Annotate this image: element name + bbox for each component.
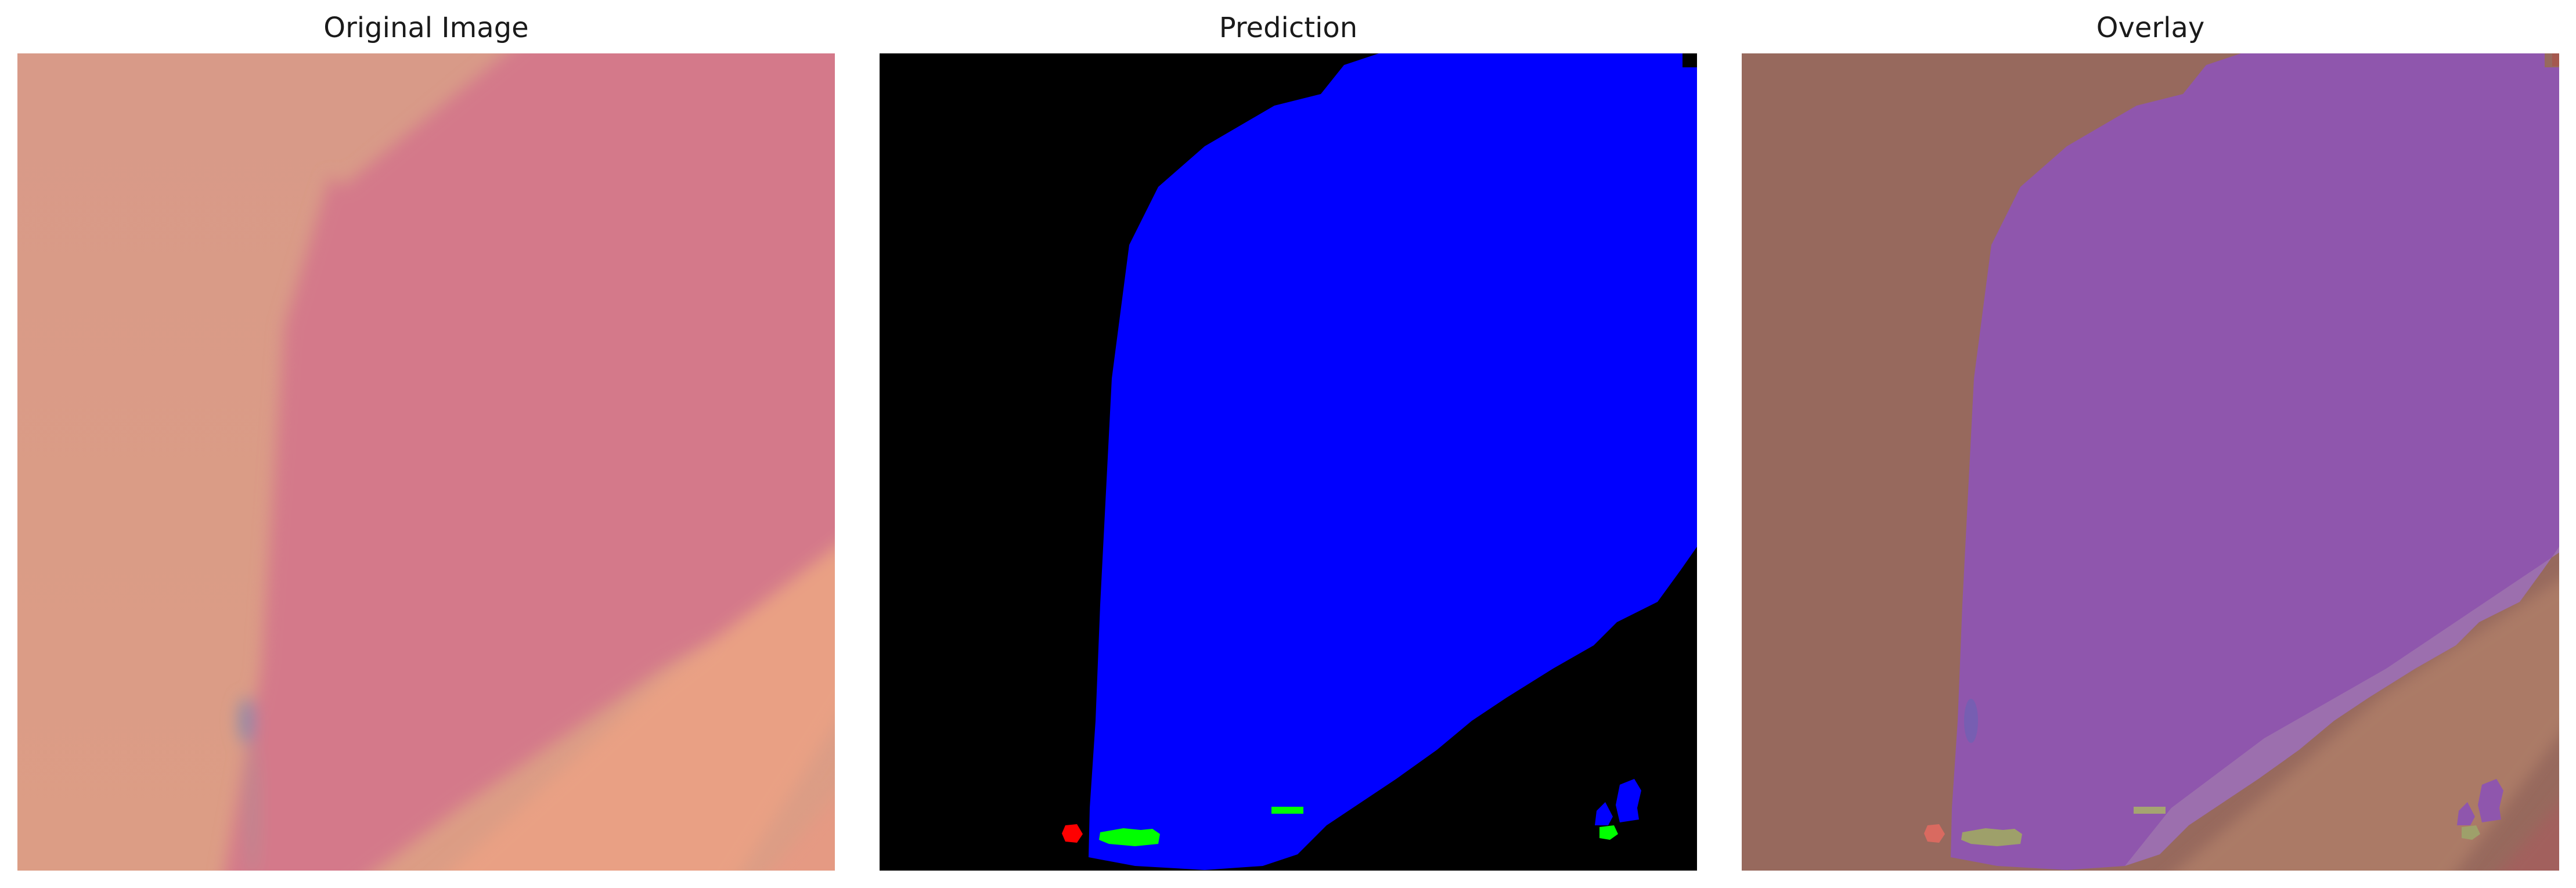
original-image [17,53,835,871]
original-image-panel: Original Image [17,0,835,888]
flake-region [225,53,835,871]
overlay-green-dot [2462,825,2480,840]
overlay-small-blob-right [2478,779,2503,822]
overlay-image [1742,53,2559,871]
edge-shadow [247,738,258,871]
stripe-region [451,548,835,871]
overlay-title: Overlay [2096,12,2205,44]
overlay-green-stub [2134,807,2166,814]
mask-blue-region [1089,53,1697,870]
mask-green-segment [1099,828,1160,846]
mask-green-dot [1599,825,1618,840]
overlay-panel: Overlay [1742,0,2559,888]
mask-top-right-black [1682,53,1697,67]
mask-green-stub [1271,807,1303,814]
overlay-blue-lower-band [2125,547,2559,866]
overlay-corner-red [2552,53,2559,66]
prediction-mask [880,53,1697,871]
overlay-red-dot [1924,824,1945,843]
mask-red-dot [1062,824,1083,843]
dark-spot [239,698,255,744]
prediction-panel: Prediction [880,0,1697,888]
overlay-lower-right [2500,802,2559,871]
overlay-dark-spot [1964,699,1978,743]
overlay-small-blob-center [2457,802,2475,825]
original-image-title: Original Image [323,12,529,44]
overlay-stripe [2177,580,2559,871]
mask-small-blob-center [1595,802,1613,825]
overlay-green-segment [1961,828,2022,846]
mask-small-blob-right [1616,779,1641,822]
lower-right-stripe [770,795,835,871]
prediction-title: Prediction [1219,12,1358,44]
